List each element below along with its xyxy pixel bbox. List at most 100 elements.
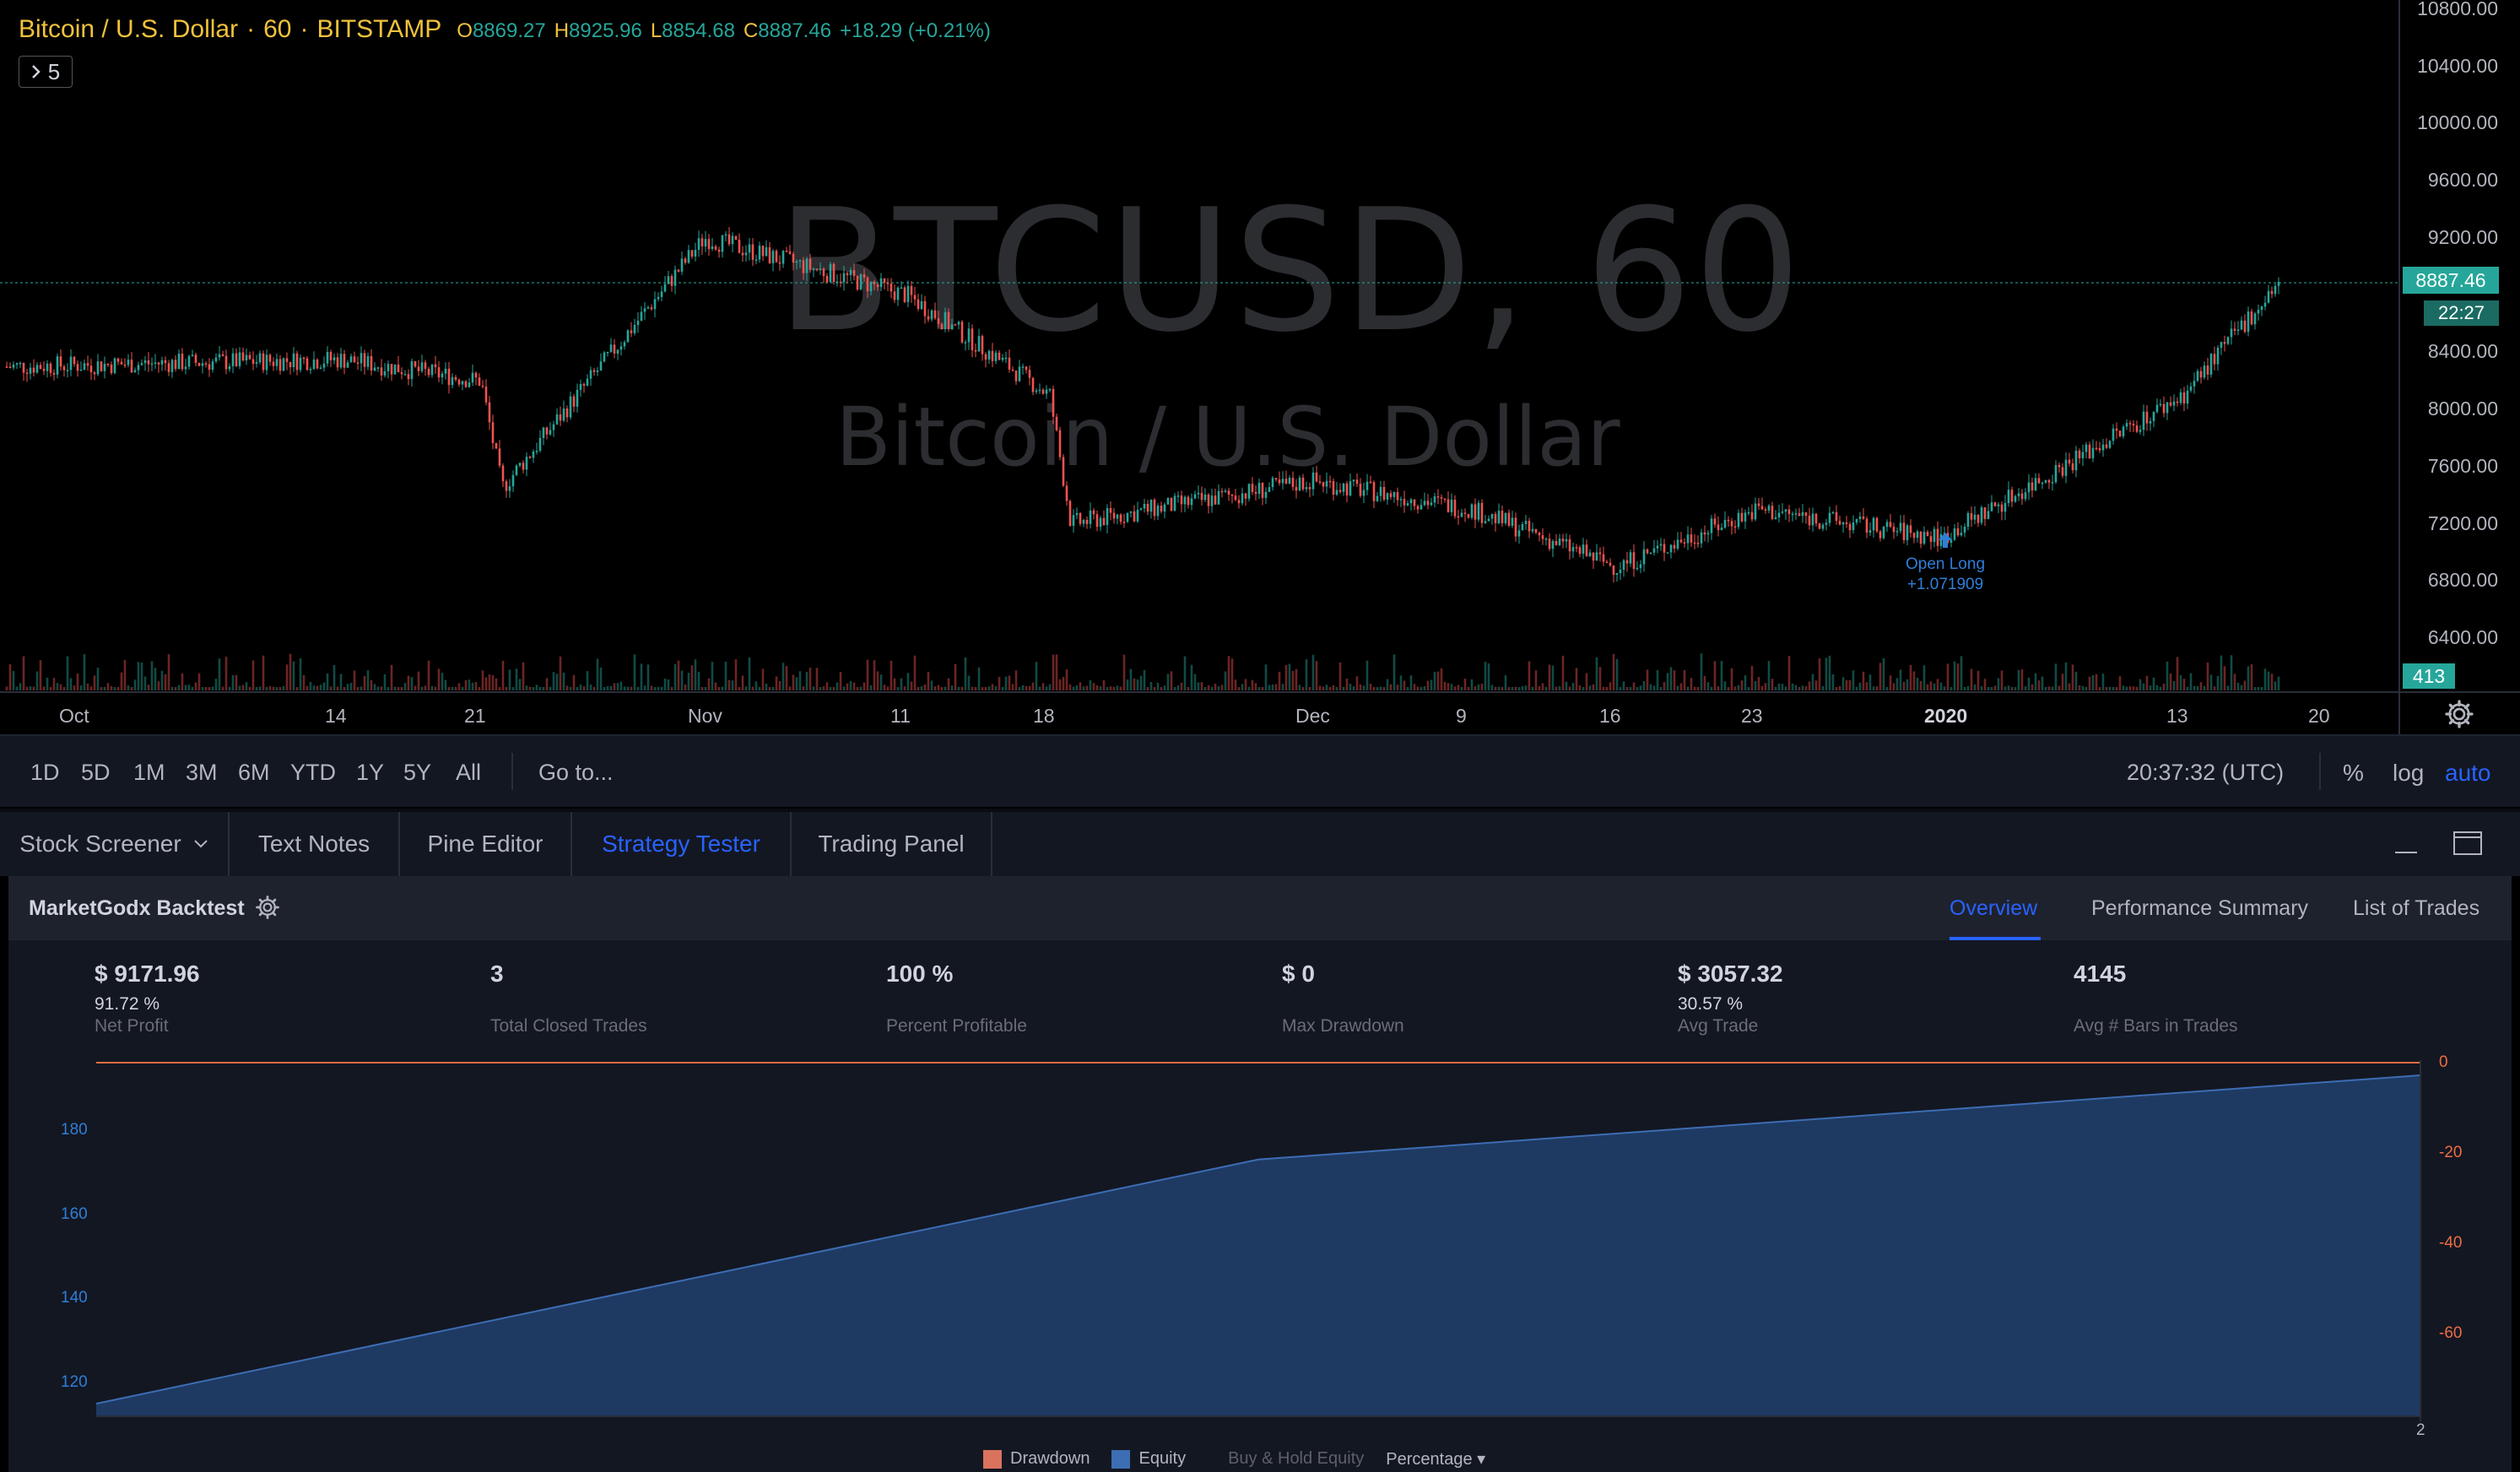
candle-body (704, 239, 707, 246)
volume-bar (1423, 685, 1426, 690)
candle-body (289, 361, 292, 368)
log-scale-toggle[interactable]: log (2393, 760, 2425, 786)
candle-body (1436, 496, 1440, 498)
candle-body (846, 273, 849, 276)
candle-body (154, 362, 157, 364)
tab-list-of-trades[interactable]: List of Trades (2353, 896, 2480, 920)
volume-bar (1966, 685, 1970, 690)
candle-body (2128, 423, 2132, 425)
tab-stock-screener[interactable]: Stock Screener (0, 812, 230, 876)
candle-body (987, 350, 991, 360)
price-tick: 9200.00 (2427, 225, 2498, 248)
volume-bar (333, 665, 336, 690)
symbol-title[interactable]: Bitcoin / U.S. Dollar (19, 15, 239, 43)
volume-bar (498, 686, 501, 690)
candle-body (579, 383, 582, 390)
tab-text-notes[interactable]: Text Notes (230, 812, 400, 876)
tab-overview[interactable]: Overview (1949, 896, 2038, 920)
candle-body (532, 451, 535, 458)
candle-body (954, 324, 957, 326)
volume-bar (15, 686, 19, 690)
candle-body (2014, 495, 2017, 502)
range-button-1y[interactable]: 1Y (356, 760, 385, 785)
percentage-dropdown[interactable]: Percentage ▾ (1386, 1450, 1486, 1469)
volume-bar (2004, 686, 2007, 690)
equity-chart[interactable]: 180 160 140 120 0 -20 -40 -60 2 Drawdown Equity … (8, 1053, 2512, 1472)
candle-body (1045, 389, 1048, 394)
gear-icon[interactable] (255, 895, 280, 920)
range-button-all[interactable]: All (456, 760, 482, 785)
auto-scale-toggle[interactable]: auto (2445, 760, 2491, 786)
range-button-5d[interactable]: 5D (81, 760, 111, 785)
volume-bar (2132, 686, 2135, 690)
candle-body (802, 260, 805, 273)
candle-body (333, 357, 336, 360)
tab-trading-panel[interactable]: Trading Panel (792, 812, 992, 876)
volume-bar (1180, 682, 1183, 690)
volume-bar (1166, 674, 1170, 690)
candle-body (896, 287, 900, 300)
candle-body (2152, 412, 2155, 421)
gear-icon[interactable] (2444, 699, 2474, 729)
equity-left-tick: 180 (61, 1120, 88, 1139)
equity-legend: Drawdown Equity Buy & Hold Equity Percen… (983, 1448, 1485, 1469)
range-button-5y[interactable]: 5Y (403, 760, 432, 785)
volume-bar (319, 685, 322, 690)
volume-bar (184, 685, 187, 690)
candlestick-plot[interactable] (0, 0, 2520, 734)
candle-body (960, 322, 964, 343)
volume-bar (1230, 658, 1234, 690)
range-button-6m[interactable]: 6M (238, 760, 270, 785)
candle-body (2074, 450, 2078, 471)
candle-body (1777, 512, 1781, 517)
volume-bar (1946, 663, 1949, 690)
volume-bar (39, 660, 42, 690)
candle-body (2226, 337, 2230, 344)
tab-strategy-tester[interactable]: Strategy Tester (572, 812, 792, 876)
legend-buy-hold[interactable]: Buy & Hold Equity (1228, 1449, 1365, 1468)
candle-body (1538, 533, 1541, 536)
tab-performance-summary[interactable]: Performance Summary (2091, 896, 2309, 920)
price-chart[interactable]: BTCUSD, 60 Bitcoin / U.S. Dollar Bitcoin… (0, 0, 2520, 734)
candle-body (1146, 503, 1149, 512)
volume-bar (1082, 686, 1085, 690)
indicators-toggle-button[interactable]: 5 (19, 56, 73, 88)
volume-bar (1058, 679, 1062, 690)
range-button-3m[interactable]: 3M (186, 760, 218, 785)
candle-body (373, 367, 376, 371)
candle-body (130, 360, 133, 373)
tab-pine-editor[interactable]: Pine Editor (400, 812, 572, 876)
maximize-icon[interactable] (2452, 831, 2483, 856)
volume-bar (2044, 686, 2047, 690)
go-to-date-button[interactable]: Go to... (538, 760, 614, 785)
range-button-1d[interactable]: 1D (30, 760, 60, 785)
candle-body (430, 364, 434, 376)
volume-bar (542, 686, 545, 690)
percent-scale-toggle[interactable]: % (2343, 760, 2364, 786)
volume-bar (100, 686, 103, 690)
candle-body (1035, 390, 1038, 392)
equity-plot[interactable] (8, 1060, 2512, 1472)
candle-body (93, 372, 96, 375)
volume-bar (765, 683, 768, 690)
candle-body (839, 281, 842, 284)
candle-body (1980, 507, 1983, 523)
legend-drawdown[interactable]: Drawdown (983, 1449, 1090, 1469)
range-button-ytd[interactable]: YTD (290, 760, 336, 785)
candle-body (2179, 392, 2182, 403)
timezone-clock[interactable]: 20:37:32 (UTC) (2127, 760, 2285, 785)
strategy-name[interactable]: MarketGodx Backtest (29, 896, 245, 920)
volume-bar (1406, 686, 1409, 690)
minimize-icon[interactable] (2393, 837, 2419, 854)
volume-bar (1666, 673, 1669, 690)
range-button-1m[interactable]: 1M (133, 760, 165, 785)
candle-body (2068, 459, 2071, 464)
legend-equity[interactable]: Equity (1111, 1449, 1186, 1469)
candle-body (2085, 444, 2088, 452)
candle-body (1369, 481, 1372, 484)
candle-body (886, 283, 890, 284)
candle-body (2064, 459, 2068, 476)
chevron-down-icon[interactable] (193, 839, 208, 849)
symbol-interval[interactable]: 60 (263, 15, 292, 43)
volume-bar (2230, 655, 2233, 690)
